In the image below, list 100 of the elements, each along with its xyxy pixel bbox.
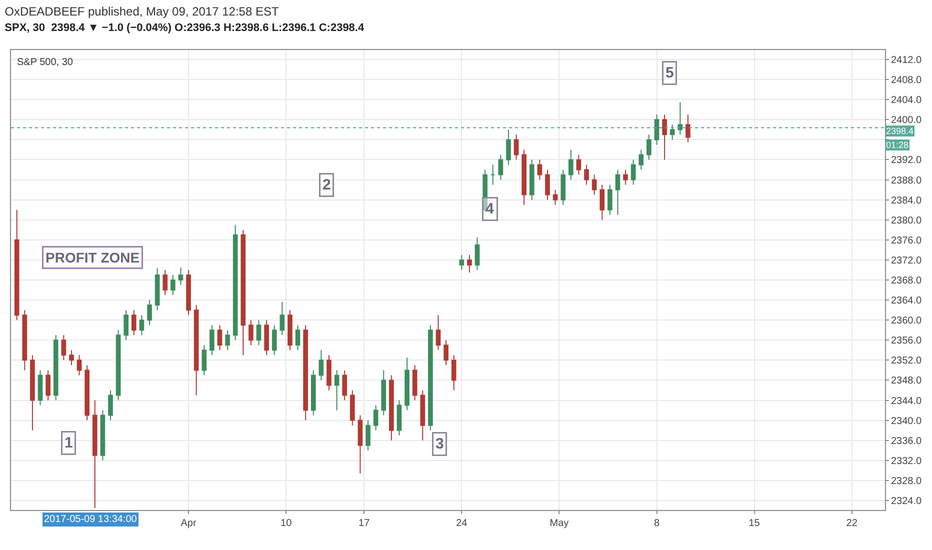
candlestick <box>529 159 534 200</box>
y-tick-label: 2336.0 <box>891 436 922 447</box>
candlestick <box>592 174 597 196</box>
y-tick-label: 2328.0 <box>891 476 922 487</box>
candlestick <box>366 420 370 451</box>
y-tick-label: 2376.0 <box>891 235 922 246</box>
text: 01:28 <box>886 140 909 150</box>
candlestick <box>522 149 526 206</box>
candlestick <box>576 154 582 176</box>
candlestick <box>537 159 542 180</box>
y-tick-label: 2368.0 <box>891 276 922 286</box>
y-tick-label: 2344.0 <box>891 396 922 407</box>
annotation: 4 <box>486 200 494 218</box>
candlestick <box>131 310 136 336</box>
candlestick <box>444 340 448 366</box>
candlestick <box>232 224 238 341</box>
candlestick <box>295 324 300 351</box>
y-tick-label: 2380.0 <box>891 215 922 226</box>
candlestick <box>100 410 106 461</box>
candlestick <box>404 357 410 411</box>
annotation: PROFIT ZONE <box>46 250 140 266</box>
candlestick <box>670 124 675 140</box>
candlestick <box>240 229 246 356</box>
y-tick-label: 2408.0 <box>891 75 922 86</box>
candlestick <box>225 330 230 351</box>
candlestick <box>147 300 152 326</box>
y-tick-label: 2352.0 <box>891 356 922 367</box>
candlestick <box>545 169 550 200</box>
candlestick <box>358 414 363 474</box>
y-tick-label: 2332.0 <box>891 456 922 467</box>
candlestick <box>264 320 269 356</box>
candlestick <box>280 302 285 336</box>
candlestick <box>389 374 394 441</box>
candlestick <box>638 149 644 170</box>
candlestick <box>686 114 690 143</box>
candlestick <box>451 354 456 391</box>
candlestick <box>139 314 144 336</box>
candlestick <box>396 400 402 436</box>
annotation: 3 <box>436 436 444 452</box>
candlestick <box>490 164 496 186</box>
candlestick <box>38 370 43 406</box>
y-tick-label: 2348.0 <box>891 376 922 387</box>
y-tick-label: 2324.0 <box>891 496 922 507</box>
y-tick-label: 2360.0 <box>891 316 922 327</box>
candlestick <box>154 267 160 311</box>
candlestick <box>584 164 589 186</box>
candlestick <box>46 370 50 401</box>
candlestick <box>217 324 222 351</box>
candlestick <box>506 129 511 166</box>
annotation: 2 <box>322 176 331 194</box>
candlestick <box>654 114 660 146</box>
candlestick <box>467 254 472 273</box>
candlestick <box>474 236 480 270</box>
candlestick <box>194 304 199 396</box>
candlestick <box>170 274 176 296</box>
candlestick <box>420 390 426 441</box>
x-tick-label: May <box>550 518 569 529</box>
candlestick <box>326 354 332 391</box>
candlestick <box>22 310 28 371</box>
candlestick <box>116 330 121 401</box>
candlestick <box>124 310 129 341</box>
candlestick <box>646 134 652 160</box>
candlestick <box>53 334 58 401</box>
candlestick <box>342 370 348 401</box>
candlestick <box>623 169 628 186</box>
y-tick-label: 2392.0 <box>891 155 922 166</box>
chart-subtitle: SPX, 30 2398.4 ▼ −1.0 (−0.04%) O:2396.3 H:2398.6 L:2396.1 C:2398.4 <box>4 22 365 34</box>
candlestick <box>61 334 66 361</box>
candlestick <box>373 404 378 431</box>
candlestick <box>662 114 667 160</box>
candlestick <box>69 350 74 366</box>
annotation: S&P 500, 30 <box>17 57 74 68</box>
candlestick <box>202 344 207 376</box>
x-tick-label: 10 <box>280 518 292 529</box>
chart-title: OxDEADBEEF published, May 09, 2017 12:58 EST <box>4 4 280 18</box>
candlestick <box>162 269 168 296</box>
x-tick-label: 24 <box>456 518 468 529</box>
x-tick-label: 8 <box>654 518 660 529</box>
candlestick <box>178 266 184 286</box>
candlestick <box>210 324 214 356</box>
y-tick-label: 2364.0 <box>891 296 922 307</box>
text: 2017-05-09 13:34:00 <box>44 514 138 525</box>
annotation: 5 <box>666 64 674 82</box>
x-tick-label: Apr <box>180 518 197 529</box>
candlestick <box>552 189 558 206</box>
ref-line-label: 2398.4 <box>886 126 914 136</box>
candlestick <box>412 364 418 401</box>
candlestick <box>76 354 82 376</box>
candlestick <box>678 102 683 136</box>
x-tick-label: 22 <box>846 518 858 529</box>
x-tick-label: 15 <box>748 518 760 529</box>
candlestick <box>30 354 35 431</box>
y-tick-label: 2372.0 <box>891 255 922 266</box>
candlestick <box>350 390 355 426</box>
candlestick <box>108 390 113 421</box>
candlestick <box>186 269 191 316</box>
candlestick <box>600 184 605 220</box>
candlestick <box>14 209 20 321</box>
candlestick <box>288 310 292 351</box>
candlestick <box>92 400 98 508</box>
